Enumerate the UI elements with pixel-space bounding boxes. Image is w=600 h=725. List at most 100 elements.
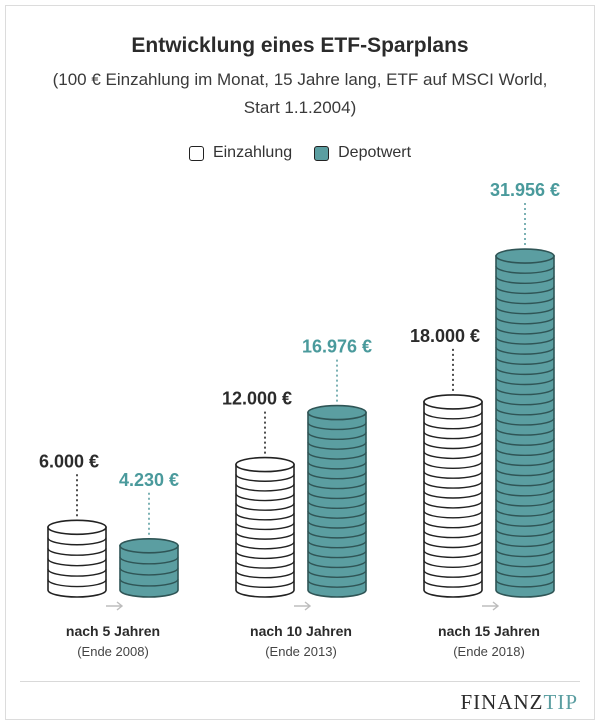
bar-depotwert-10-jahre-coin-edge <box>307 510 367 519</box>
bar-einzahlung-10-jahre-coin-edge <box>235 522 295 531</box>
bar-depotwert-10-jahre-coin-edge <box>307 481 367 490</box>
bar-depotwert-15-jahre-coin-edge <box>495 518 555 527</box>
bar-depotwert-15-jahre-coin-edge <box>495 569 555 578</box>
bar-depotwert-15-jahre-coin-edge <box>495 357 555 365</box>
bar-einzahlung-15-jahre-coin-edge <box>423 579 483 588</box>
bar-depotwert-15-jahre-coin-edge <box>495 448 555 457</box>
bar-depotwert-15-jahre-coin-edge <box>495 326 555 335</box>
bar-depotwert-15-jahre-coin-edge <box>495 427 555 436</box>
bar-depotwert-15-jahre-coin-edge <box>495 265 555 274</box>
bar-depotwert-10-jahre-coin-edge <box>307 540 367 549</box>
bar-einzahlung-10-jahre-coin-edge <box>235 531 295 540</box>
bar-depotwert-15-jahre-coin-edge <box>495 377 555 386</box>
bar-depotwert-15-jahre-coin-edge <box>495 508 555 517</box>
bar-einzahlung-15-jahre-coin-edge <box>423 510 483 519</box>
bar-einzahlung-10-jahre-coin-edge <box>235 502 295 511</box>
bar-einzahlung-15-jahre-coin-edge <box>423 570 483 578</box>
bar-depotwert-15-jahre-coin-edge <box>495 397 555 406</box>
legend-label-einzahlung: Einzahlung <box>212 144 293 161</box>
bar-depotwert-10-jahre <box>307 411 367 598</box>
arrow-icon <box>106 601 124 611</box>
category-sublabel-15-jahre: (Ende 2018) <box>453 644 525 659</box>
bar-einzahlung-15-jahre-coin-edge <box>423 560 483 568</box>
bar-depotwert-10-jahre-coin-edge <box>307 451 367 460</box>
bar-depotwert-10-jahre-top <box>307 404 367 421</box>
chart-title: Entwicklung eines ETF-Sparplans <box>131 34 469 57</box>
bar-einzahlung-10-jahre-coin-edge <box>235 560 295 569</box>
bar-depotwert-15-jahre-coin-edge <box>495 539 555 548</box>
value-label-depotwert-10-jahre: 16.976 € <box>302 337 372 357</box>
bar-depotwert-10-jahre-coin-edge <box>307 530 367 539</box>
bar-einzahlung-15-jahre-coin-edge <box>423 540 483 549</box>
bar-depotwert-15-jahre-coin-edge <box>495 367 555 376</box>
bar-depotwert-5-jahre <box>119 544 179 598</box>
bar-depotwert-15-jahre <box>495 255 555 598</box>
bar-einzahlung-15-jahre-coin-edge <box>423 550 483 559</box>
bar-einzahlung-15-jahre-coin-edge <box>423 441 483 450</box>
bar-depotwert-10-jahre-coin-edge <box>307 520 367 529</box>
bar-depotwert-5-jahre-coin-edge <box>119 556 179 565</box>
bar-einzahlung-10-jahre-coin-edge <box>235 580 295 589</box>
bar-depotwert-15-jahre-coin-edge <box>495 478 555 487</box>
bar-depotwert-10-jahre-coin-edge <box>307 432 367 440</box>
bar-einzahlung-15-jahre-coin-edge <box>423 530 483 539</box>
bar-depotwert-15-jahre-coin-edge <box>495 316 555 325</box>
bar-einzahlung-5-jahre-coin-edge <box>47 558 107 567</box>
bar-depotwert-15-jahre-coin-edge <box>495 296 555 305</box>
bar-depotwert-15-jahre-top <box>495 248 555 264</box>
bar-depotwert-15-jahre-coin-edge <box>495 387 555 396</box>
bar-einzahlung-5-jahre-coin-edge <box>47 537 107 546</box>
bar-depotwert-15-jahre-coin-edge <box>495 488 555 497</box>
bar-depotwert-10-jahre-coin-edge <box>307 471 367 480</box>
bar-einzahlung-15-jahre-coin-edge <box>423 451 483 460</box>
bar-einzahlung-10-jahre-coin-edge <box>235 551 295 560</box>
bar-einzahlung-10-jahre-coin-edge <box>235 483 295 492</box>
value-label-einzahlung-10-jahre: 12.000 € <box>222 389 292 409</box>
bar-einzahlung-15-jahre-coin-edge <box>423 421 483 430</box>
bar-einzahlung-10-jahre-coin-edge <box>235 570 295 579</box>
bar-depotwert-5-jahre-top <box>119 537 179 554</box>
legend-label-depotwert: Depotwert <box>338 144 412 161</box>
bar-einzahlung-15-jahre-coin-edge <box>423 520 483 529</box>
bar-einzahlung-15-jahre-coin-edge <box>423 431 483 440</box>
bar-einzahlung-15-jahre-top <box>423 394 483 410</box>
legend-swatch-depotwert <box>314 145 330 161</box>
logo-part-finanz: FINANZ <box>460 690 544 714</box>
bar-depotwert-15-jahre-coin-edge <box>495 417 555 426</box>
bar-einzahlung-15-jahre-coin-edge <box>423 480 483 489</box>
bar-einzahlung-15-jahre-coin-edge <box>423 490 483 499</box>
legend: Einzahlung Depotwert <box>0 144 600 162</box>
bar-einzahlung-15-jahre-coin-edge <box>423 461 483 469</box>
category-label-5-jahre: nach 5 Jahren <box>66 623 160 639</box>
category-sublabel-5-jahre: (Ende 2008) <box>77 644 149 659</box>
bar-depotwert-15-jahre-coin-edge <box>495 286 555 295</box>
bar-einzahlung-10-jahre-coin-edge <box>235 493 295 502</box>
category-label-15-jahre: nach 15 Jahren <box>438 623 540 639</box>
bar-depotwert-10-jahre-coin-edge <box>307 491 367 500</box>
bar-depotwert-15-jahre-coin-edge <box>495 529 555 537</box>
logo-part-tip: TIP <box>543 690 578 714</box>
bar-einzahlung-10-jahre-top <box>235 456 295 473</box>
bar-einzahlung-15-jahre-coin-edge <box>423 411 483 420</box>
bar-depotwert-10-jahre-coin-edge <box>307 461 367 470</box>
value-label-einzahlung-15-jahre: 18.000 € <box>410 326 480 346</box>
bar-depotwert-15-jahre-coin-edge <box>495 276 555 284</box>
bar-depotwert-15-jahre-coin-edge <box>495 407 555 416</box>
value-label-einzahlung-5-jahre: 6.000 € <box>39 451 99 471</box>
value-label-depotwert-15-jahre: 31.956 € <box>490 180 560 200</box>
legend-swatch-einzahlung <box>188 145 204 161</box>
bar-einzahlung-5-jahre-top <box>47 519 107 536</box>
bar-einzahlung-10-jahre-coin-edge <box>235 541 295 550</box>
bar-depotwert-10-jahre-coin-edge <box>307 570 367 578</box>
bar-depotwert-15-jahre-coin-edge <box>495 549 555 558</box>
chart-subtitle: (100 € Einzahlung im Monat, 15 Jahre lan… <box>52 70 548 117</box>
bar-depotwert-15-jahre-coin-edge <box>495 306 555 315</box>
bar-einzahlung-5-jahre-coin-edge <box>47 579 107 588</box>
bar-einzahlung-15-jahre-coin-edge <box>423 471 483 479</box>
bar-depotwert-10-jahre-coin-edge <box>307 441 367 450</box>
arrow-icon <box>482 601 500 611</box>
value-label-depotwert-5-jahre: 4.230 € <box>119 470 179 490</box>
bar-depotwert-5-jahre-coin-edge <box>119 578 179 587</box>
bar-depotwert-10-jahre-coin-edge <box>307 501 367 509</box>
